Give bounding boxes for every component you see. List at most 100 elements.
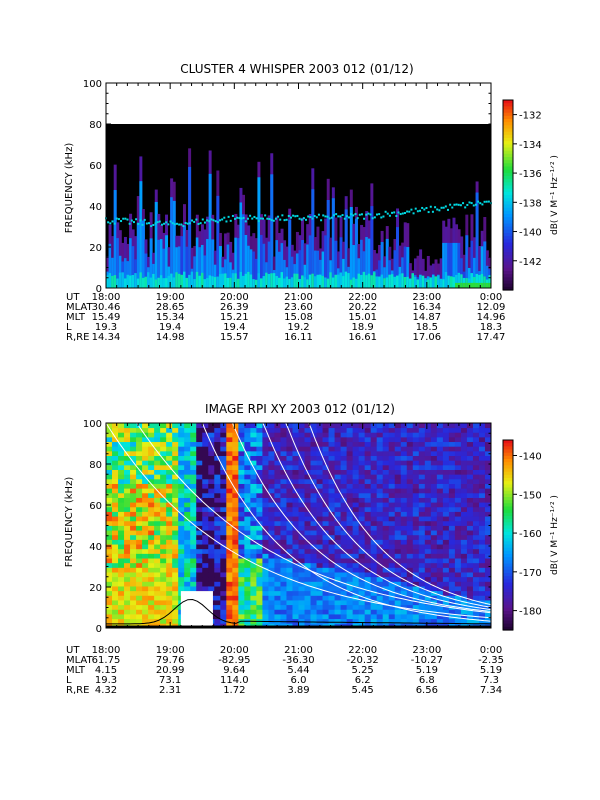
spectrogram-cell bbox=[136, 609, 143, 615]
spectrogram-cell bbox=[472, 562, 480, 568]
spectrogram-cell bbox=[106, 567, 113, 573]
ephemeris-value: 26.39 bbox=[220, 302, 249, 313]
spectrogram-cell bbox=[424, 460, 432, 466]
spectrogram-cell bbox=[466, 432, 474, 438]
spectrogram-cell bbox=[274, 595, 281, 601]
spectrogram-cell bbox=[334, 464, 342, 470]
spectrogram-cell bbox=[196, 506, 203, 512]
spectrogram-cell bbox=[460, 553, 468, 559]
spectrogram-cell bbox=[454, 618, 462, 624]
spectrogram-cell bbox=[430, 460, 438, 466]
spectrogram-cell bbox=[274, 520, 281, 526]
spectrogram-cell bbox=[340, 436, 348, 443]
ephemeris-value: 6.8 bbox=[419, 675, 435, 686]
spectrogram-cell bbox=[394, 478, 402, 484]
spectrogram-cell bbox=[442, 478, 450, 484]
spectrogram-cell bbox=[124, 576, 131, 582]
spectrogram-cell bbox=[430, 423, 438, 429]
spectrogram-cell bbox=[334, 604, 342, 610]
spectrogram-cell bbox=[244, 609, 251, 615]
spectrogram-cell bbox=[130, 427, 137, 433]
spectrogram-cell bbox=[328, 558, 335, 564]
plasma-line-point bbox=[182, 225, 185, 228]
spectrogram-cell bbox=[418, 553, 426, 559]
spectrogram-cell bbox=[250, 483, 257, 489]
colorbar-cell bbox=[503, 280, 513, 285]
spectrogram-cell bbox=[118, 595, 125, 601]
spectrogram-cell bbox=[118, 562, 125, 568]
spectrogram-cell bbox=[346, 502, 354, 508]
plasma-line-point bbox=[272, 219, 275, 222]
spectrogram-cell bbox=[400, 436, 408, 443]
spectrogram-cell bbox=[106, 423, 113, 429]
spectrogram-cell bbox=[418, 562, 426, 568]
spectrogram-cell bbox=[106, 553, 113, 559]
spectrogram-cell bbox=[250, 432, 257, 438]
spectrogram-cell bbox=[454, 553, 462, 559]
spectrogram-cell bbox=[442, 423, 450, 429]
spectrogram-cell bbox=[418, 558, 426, 564]
spectrogram-cell bbox=[178, 539, 185, 545]
spectrogram-cell bbox=[430, 553, 438, 559]
spectrogram-cell bbox=[214, 423, 221, 429]
spectrogram-cell bbox=[238, 604, 245, 610]
spectrogram-cell bbox=[452, 242, 456, 288]
spectrogram-cell bbox=[430, 497, 438, 503]
spectrogram-cell bbox=[298, 572, 305, 578]
spectrogram-cell bbox=[286, 525, 293, 531]
spectrogram-cell bbox=[226, 427, 233, 433]
spectrogram-cell bbox=[166, 553, 173, 559]
spectrogram-cell bbox=[376, 441, 384, 447]
spectrogram-cell bbox=[142, 450, 149, 457]
spectrogram-cell bbox=[436, 614, 444, 620]
spectrogram-cell bbox=[322, 525, 329, 531]
spectrogram-cell bbox=[454, 548, 462, 554]
spectrogram-cell bbox=[286, 436, 293, 443]
spectrogram-cell bbox=[436, 544, 444, 550]
spectrogram-cell bbox=[286, 474, 293, 480]
spectrogram-cell bbox=[160, 586, 167, 592]
spectrogram-cell bbox=[178, 586, 185, 592]
spectrogram-cell bbox=[154, 553, 161, 559]
spectrogram-cell bbox=[166, 516, 173, 522]
spectrogram-cell bbox=[328, 488, 335, 494]
spectrogram-cell bbox=[166, 460, 173, 466]
spectrogram-cell bbox=[472, 427, 480, 433]
spectrogram-cell bbox=[352, 488, 360, 494]
spectrogram-cell bbox=[292, 483, 299, 489]
colorbar-cell bbox=[503, 455, 513, 460]
spectrogram-cell bbox=[184, 562, 191, 568]
spectrogram-cell bbox=[304, 558, 311, 564]
spectrogram-cell bbox=[178, 562, 185, 568]
ephemeris-value: 16.11 bbox=[284, 332, 313, 343]
spectrogram-cell bbox=[262, 586, 269, 592]
spectrogram-cell bbox=[426, 279, 430, 288]
spectrogram-cell bbox=[250, 469, 257, 475]
spectrogram-cell bbox=[226, 520, 233, 526]
spectrogram-cell bbox=[352, 464, 360, 470]
spectrogram-cell bbox=[382, 502, 390, 508]
y-tick-label: 0 bbox=[96, 624, 102, 635]
spectrogram-cell bbox=[448, 548, 456, 554]
spectrogram-cell bbox=[172, 544, 179, 550]
spectrogram-cell bbox=[298, 516, 305, 522]
spectrogram-cell bbox=[190, 450, 197, 457]
spectrogram-cell bbox=[220, 469, 227, 475]
spectrogram-cell bbox=[370, 595, 378, 601]
spectrogram-cell bbox=[394, 614, 402, 620]
spectrogram-cell bbox=[472, 544, 480, 550]
spectrogram-cell bbox=[214, 516, 221, 522]
spectrogram-cell bbox=[358, 516, 366, 522]
spectrogram-cell bbox=[394, 460, 402, 466]
spectrogram-cell bbox=[118, 586, 125, 592]
ephemeris-value: 7.3 bbox=[483, 675, 499, 686]
spectrogram-cell bbox=[421, 275, 425, 288]
spectrogram-cell bbox=[232, 502, 239, 508]
spectrogram-cell bbox=[346, 441, 354, 447]
spectrogram-cell bbox=[172, 516, 179, 522]
spectrogram-cell bbox=[130, 464, 137, 470]
spectrogram-cell bbox=[448, 581, 456, 587]
spectrogram-cell bbox=[406, 497, 414, 503]
spectrogram-cell bbox=[262, 530, 269, 536]
spectrogram-cell bbox=[304, 618, 311, 624]
